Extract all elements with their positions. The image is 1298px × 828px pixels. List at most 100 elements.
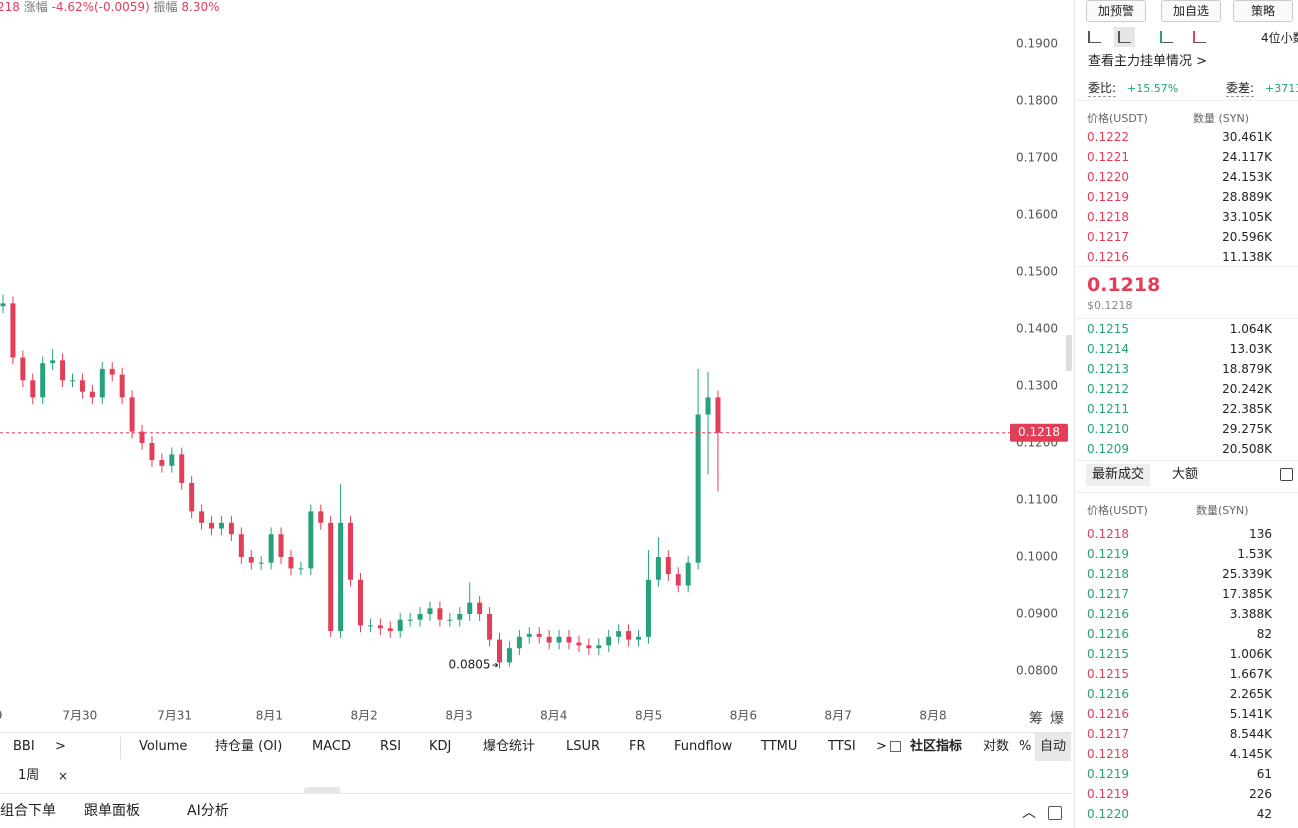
- col-header[interactable]: 数量(SYN): [1196, 504, 1249, 517]
- candle-body: [626, 631, 632, 640]
- last-price-box: [1010, 423, 1068, 442]
- y-tick-label: 0.1300: [1016, 379, 1058, 393]
- candle-body: [407, 619, 413, 621]
- bottom-tab[interactable]: 跟单面板: [84, 803, 140, 819]
- candle-body: [228, 522, 234, 535]
- button[interactable]: 加预警: [1086, 0, 1146, 22]
- button[interactable]: 策略: [1233, 0, 1293, 22]
- tab[interactable]: 大额: [1172, 467, 1199, 482]
- candle-body: [89, 391, 95, 398]
- indicator[interactable]: RSI: [380, 739, 402, 754]
- expand-icon[interactable]: [1048, 806, 1062, 820]
- indicator[interactable]: TTMU: [761, 739, 798, 754]
- indicator[interactable]: 持仓量 (OI): [215, 739, 283, 754]
- candle-body: [149, 443, 155, 461]
- price: 0.1218: [1087, 747, 1129, 761]
- y-tick-label: 0.1900: [1016, 37, 1058, 51]
- collapse-icon[interactable]: ︿: [1022, 805, 1036, 821]
- y-tick-label: 0.1700: [1016, 151, 1058, 165]
- candle-body: [248, 557, 254, 563]
- price: 0.1219: [1087, 547, 1129, 561]
- x-tick-label: 8月3: [445, 709, 472, 723]
- candle-body: [586, 645, 592, 649]
- candle-body: [377, 625, 383, 629]
- quantity: 20.596K: [1222, 230, 1272, 244]
- x-tick-label: 8月5: [635, 709, 662, 723]
- view-icon[interactable]: [1160, 31, 1173, 43]
- candle-body: [318, 511, 324, 523]
- drag-tab[interactable]: [304, 787, 340, 794]
- close[interactable]: ×: [58, 769, 69, 783]
- candle-body: [685, 562, 691, 586]
- price: 0.1219: [1087, 787, 1129, 801]
- col-header[interactable]: 数量 (SYN): [1193, 112, 1250, 125]
- y-tick-label: 0.1000: [1016, 550, 1058, 564]
- y-tick-label: 0.0800: [1016, 664, 1058, 678]
- view-icon[interactable]: [1114, 27, 1135, 47]
- quantity: 136: [1249, 527, 1272, 541]
- indicator[interactable]: Volume: [139, 739, 188, 754]
- x-tick-label: 8月2: [351, 709, 378, 723]
- quantity: 13.03K: [1229, 342, 1272, 356]
- decimals[interactable]: 4位小数: [1261, 31, 1298, 45]
- candle-body: [238, 534, 244, 557]
- indicator[interactable]: BBI: [13, 739, 35, 754]
- price: 0.1217: [1087, 587, 1129, 601]
- indicator[interactable]: 爆仓统计: [483, 739, 536, 754]
- x-tick-label: 7月31: [157, 709, 192, 723]
- diff: +3713: [1265, 82, 1298, 95]
- axis-tool[interactable]: 筹: [1029, 711, 1043, 727]
- quantity: 33.105K: [1222, 210, 1272, 224]
- quantity: 42: [1256, 807, 1272, 821]
- indicator[interactable]: TTSI: [828, 739, 856, 754]
- y-tick-label: 0.1500: [1016, 265, 1058, 279]
- button[interactable]: 加自选: [1161, 0, 1221, 22]
- candle-body: [576, 642, 582, 646]
- toggle[interactable]: 自动: [1035, 733, 1072, 761]
- bottom-tab[interactable]: AI分析: [187, 803, 229, 819]
- indicator[interactable]: Fundflow: [674, 739, 733, 754]
- x-tick-label: 8月8: [919, 709, 946, 723]
- divider: [120, 737, 121, 759]
- label: 振幅: [153, 0, 178, 14]
- indicator[interactable]: LSUR: [566, 739, 601, 754]
- main-orders[interactable]: 查看主力挂单情况 >: [1088, 54, 1208, 69]
- candle-body: [278, 534, 284, 557]
- quantity: 2.265K: [1229, 687, 1272, 701]
- toggle[interactable]: 对数: [983, 739, 1010, 754]
- more[interactable]: >: [876, 739, 887, 754]
- candle-body: [298, 568, 304, 570]
- indicator[interactable]: MACD: [312, 739, 351, 754]
- divider: [1075, 100, 1298, 101]
- candle-body: [487, 614, 493, 640]
- indicator[interactable]: KDJ: [429, 739, 452, 754]
- axis-tool[interactable]: 爆: [1050, 711, 1064, 727]
- period-tab[interactable]: 1周: [18, 768, 40, 783]
- candle-body: [10, 303, 16, 358]
- candle-body: [367, 625, 373, 627]
- view-icon[interactable]: [1088, 31, 1101, 43]
- tab[interactable]: 最新成交: [1086, 464, 1151, 486]
- bottom-tab[interactable]: 组合下单: [0, 803, 56, 819]
- x-tick-label: 7月29: [0, 709, 2, 723]
- toggle[interactable]: %: [1019, 739, 1032, 754]
- candle-body: [516, 636, 522, 649]
- candle-body: [99, 368, 105, 398]
- indicator[interactable]: FR: [629, 739, 646, 754]
- resize-handle[interactable]: [1066, 335, 1072, 371]
- view-icon[interactable]: [1193, 31, 1206, 43]
- price: 0.1215: [1087, 647, 1129, 661]
- community[interactable]: 社区指标: [910, 739, 963, 754]
- candle-body: [20, 357, 26, 381]
- more[interactable]: >: [55, 739, 66, 754]
- price: 0.1216: [1087, 607, 1129, 621]
- quantity: 29.275K: [1222, 422, 1272, 436]
- quantity: 5.141K: [1229, 707, 1272, 721]
- col-header: 价格(USDT): [1087, 504, 1148, 517]
- candle-body: [417, 614, 423, 620]
- checkbox[interactable]: [1280, 468, 1293, 481]
- edit-icon[interactable]: [890, 741, 901, 752]
- candle-body: [109, 368, 115, 375]
- y-tick-label: 0.1400: [1016, 322, 1058, 336]
